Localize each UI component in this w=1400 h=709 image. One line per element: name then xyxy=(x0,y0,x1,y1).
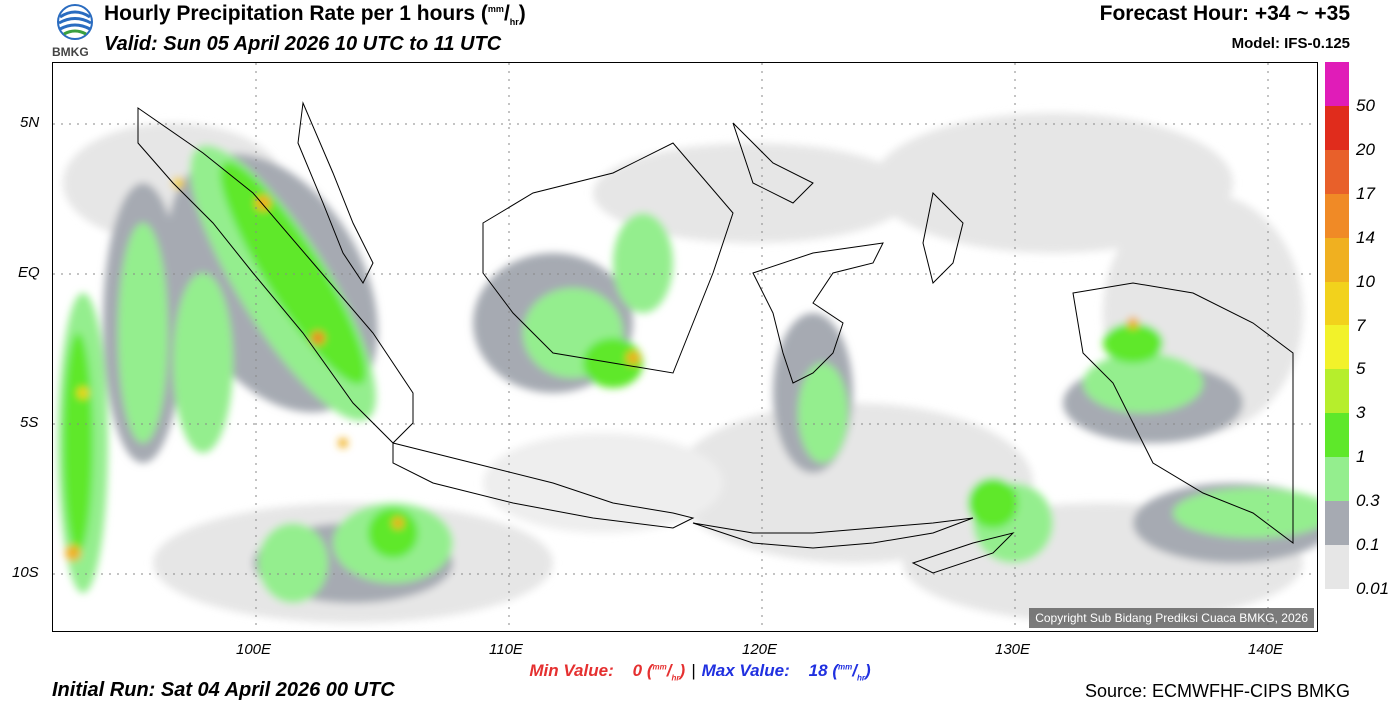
color-bar-segment xyxy=(1325,62,1349,106)
color-bar-label: 0.1 xyxy=(1356,535,1380,555)
precip-blobs xyxy=(58,113,1317,623)
x-label-110e: 110E xyxy=(489,641,523,658)
x-label-100e: 100E xyxy=(236,641,272,658)
color-bar-segment xyxy=(1325,413,1349,458)
copyright-notice: Copyright Sub Bidang Prediksi Cuaca BMKG… xyxy=(1029,608,1314,628)
malaya-coast xyxy=(297,101,374,284)
color-bar-label: 10 xyxy=(1356,271,1375,291)
color-bar-segment xyxy=(1325,501,1349,545)
coastlines xyxy=(137,101,1294,574)
color-bar xyxy=(1325,62,1349,589)
color-bar-segment xyxy=(1325,544,1349,589)
color-bar-label: 17 xyxy=(1356,183,1375,203)
bmkg-logo xyxy=(57,4,93,40)
color-bar-segment xyxy=(1325,457,1349,502)
title-unit-sub: hr xyxy=(509,17,519,28)
model-name: Model: IFS-0.125 xyxy=(1231,35,1350,52)
halmahera-coast xyxy=(922,191,964,284)
x-label-140e: 140E xyxy=(1248,641,1284,658)
y-label-5s: 5S xyxy=(20,414,39,431)
precip-field xyxy=(53,63,1317,631)
page-title: Hourly Precipitation Rate per 1 hours (m… xyxy=(104,2,526,28)
color-bar-label: 0.3 xyxy=(1356,491,1380,511)
logo-text: BMKG xyxy=(52,45,89,59)
valid-time: Valid: Sun 05 April 2026 10 UTC to 11 UT… xyxy=(104,33,502,55)
precipitation-map[interactable]: Copyright Sub Bidang Prediksi Cuaca BMKG… xyxy=(52,62,1318,632)
data-source: Source: ECMWFHF-CIPS BMKG xyxy=(1084,681,1350,701)
color-bar-label: 0.01 xyxy=(1356,579,1390,598)
color-bar-label: 14 xyxy=(1356,227,1375,247)
color-bar-label: 50 xyxy=(1356,95,1375,115)
borneo-coast xyxy=(482,142,734,374)
min-max-values: Min Value: 0 (mm/hr) | Max Value: 18 (mm/h… xyxy=(529,661,871,683)
color-bar-segment xyxy=(1325,149,1349,194)
y-label-5n: 5N xyxy=(20,114,40,131)
timor-coast xyxy=(911,532,1015,574)
color-bar-segment xyxy=(1325,325,1349,370)
color-bar-segment xyxy=(1325,281,1349,326)
y-label-10s: 10S xyxy=(12,564,39,581)
papua-coast xyxy=(1072,282,1294,544)
forecast-hour: Forecast Hour: +34 ~ +35 xyxy=(1099,2,1350,25)
color-bar-segment xyxy=(1325,193,1349,238)
color-bar-label: 20 xyxy=(1356,139,1375,159)
color-bar-segment xyxy=(1325,369,1349,414)
color-bar-segment xyxy=(1325,105,1349,150)
x-label-120e: 120E xyxy=(742,641,778,658)
x-label-130e: 130E xyxy=(995,641,1031,658)
color-bar-segment xyxy=(1325,237,1349,282)
title-text: Hourly Precipitation Rate per 1 hours xyxy=(104,2,476,25)
nusa-tenggara-coast xyxy=(692,517,974,549)
title-unit-sup: mm xyxy=(487,4,504,14)
y-label-eq: EQ xyxy=(18,264,40,281)
color-bar-label: 5 xyxy=(1356,359,1366,379)
color-bar-label: 3 xyxy=(1356,403,1366,423)
min-value: Min Value: 0 (mm/hr) xyxy=(529,661,686,683)
philippines-coast xyxy=(732,122,814,204)
color-bar-label: 7 xyxy=(1356,315,1366,335)
gridlines xyxy=(53,63,1317,631)
max-value: Max Value: 18 (mm/hr) xyxy=(701,661,871,683)
java-coast xyxy=(392,442,695,529)
sulawesi-coast xyxy=(752,242,884,384)
initial-run: Initial Run: Sat 04 April 2026 00 UTC xyxy=(52,679,395,701)
color-bar-label: 1 xyxy=(1356,447,1366,467)
